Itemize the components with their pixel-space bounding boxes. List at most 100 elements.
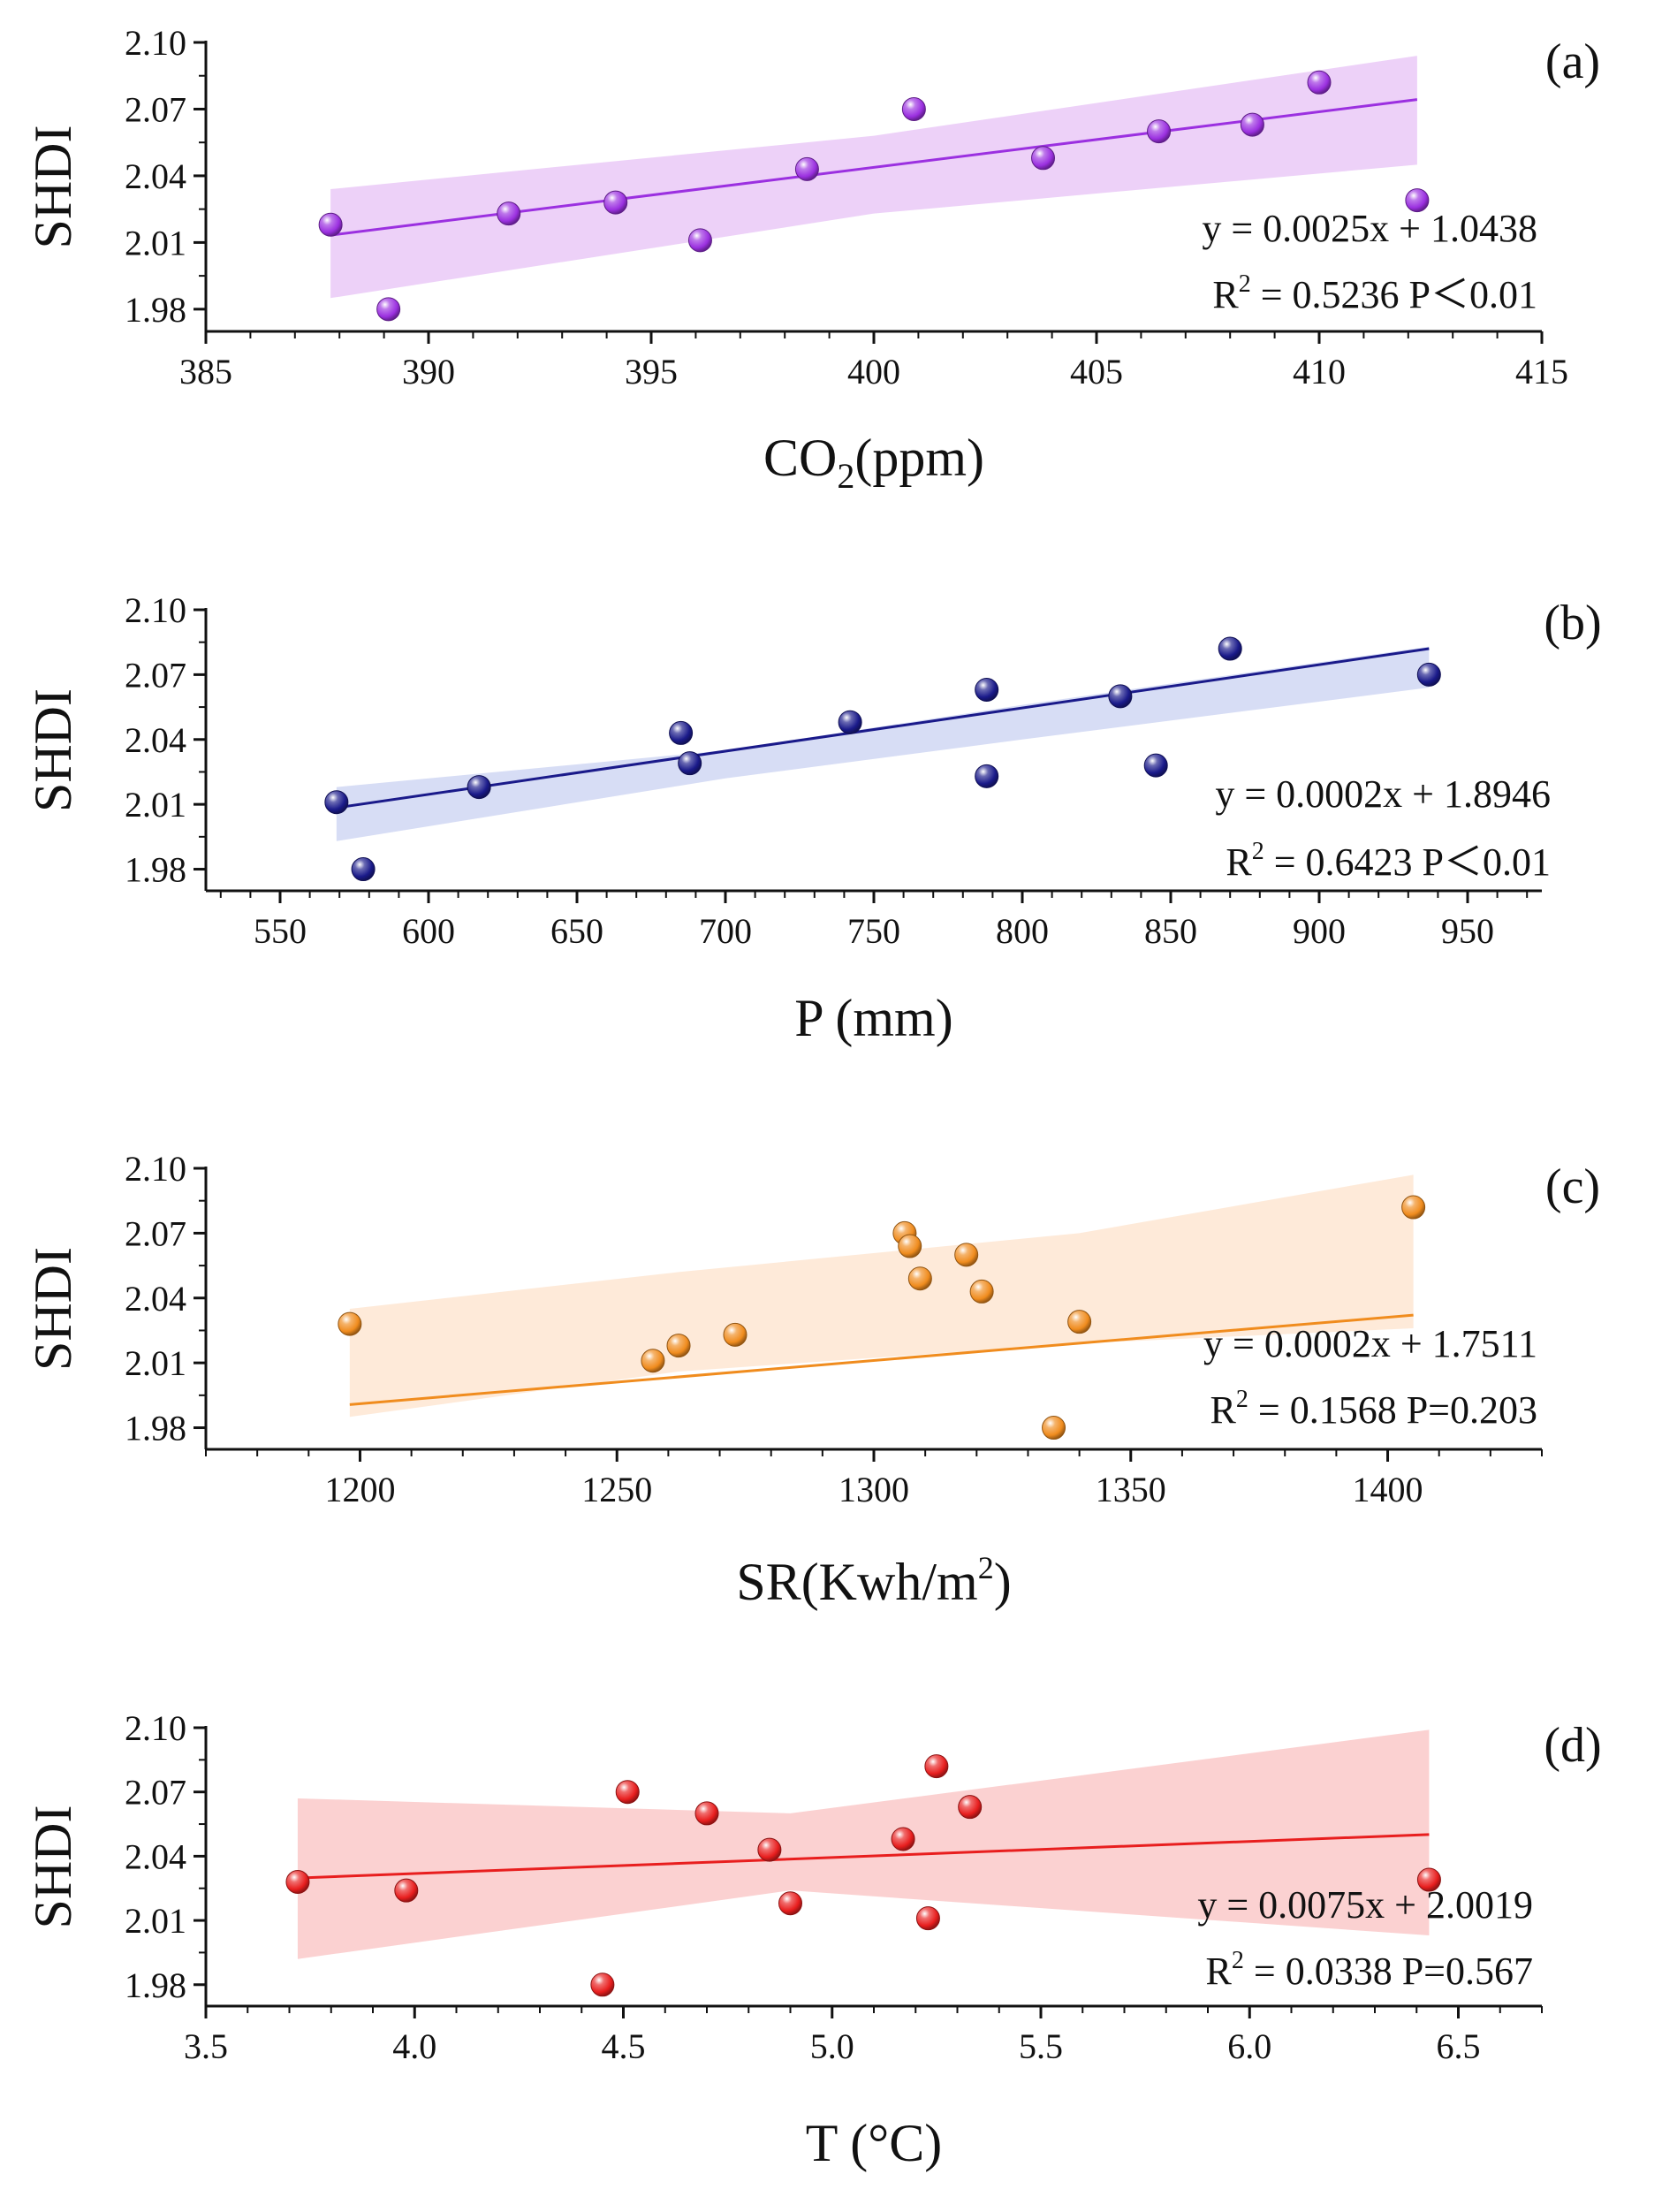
data-point [641, 1349, 665, 1373]
x-tick-label: 4.0 [392, 2026, 436, 2066]
fit-line [297, 1833, 1430, 1880]
y-axis-label: SHDI [24, 125, 82, 248]
data-point [324, 790, 349, 815]
x-tick-label: 400 [847, 352, 900, 391]
data-point [669, 720, 694, 745]
data-point [723, 1322, 748, 1347]
y-tick-label: 2.07 [125, 89, 186, 129]
data-point [678, 751, 702, 776]
data-point [907, 1266, 932, 1291]
data-point [901, 96, 926, 121]
data-point [394, 1878, 419, 1903]
data-point [318, 212, 343, 237]
y-tick-label: 2.07 [125, 1773, 186, 1813]
regression-equation: y = 0.0002x + 1.7511 [1203, 1322, 1537, 1365]
data-point [975, 678, 999, 703]
data-point [687, 228, 712, 253]
r-squared-text: R2 = 0.5236 P＜0.01 [1212, 270, 1537, 316]
data-point [969, 1279, 994, 1304]
x-tick-label: 3.5 [184, 2026, 228, 2066]
x-axis-label: T (°C) [806, 2114, 943, 2172]
data-point [1416, 662, 1441, 687]
x-tick-label: 385 [179, 352, 232, 391]
panel-label: (b) [1544, 596, 1601, 650]
y-tick-label: 2.10 [125, 590, 186, 630]
data-point [1307, 70, 1332, 95]
panel-b: 1.98 2.01 2.04 2.07 2.10 550 600 650 700 750 800 85… [24, 590, 1602, 1047]
data-point [1143, 753, 1168, 778]
x-tick-label: 6.0 [1227, 2026, 1271, 2066]
data-point [954, 1243, 979, 1267]
regression-equation: y = 0.0025x + 1.0438 [1202, 207, 1537, 250]
x-tick-label: 5.5 [1019, 2026, 1063, 2066]
confidence-band [297, 1729, 1430, 1959]
fit-line [349, 1313, 1414, 1406]
data-point [1405, 188, 1430, 213]
y-tick-label: 2.04 [125, 156, 186, 196]
x-axis-label: P (mm) [794, 989, 952, 1047]
y-tick-label: 2.01 [125, 1901, 186, 1941]
data-point [338, 1311, 362, 1336]
y-axis-label: SHDI [24, 1247, 82, 1371]
data-point [1416, 1867, 1441, 1892]
x-tick-label: 550 [254, 911, 307, 951]
r-squared-text: R2 = 0.1568 P=0.203 [1210, 1386, 1537, 1432]
y-tick-label: 1.98 [125, 290, 186, 330]
regression-equation: y = 0.0075x + 2.0019 [1197, 1883, 1533, 1927]
r-squared-text: R2 = 0.0338 P=0.567 [1206, 1947, 1533, 1993]
y-tick-label: 2.01 [125, 785, 186, 825]
data-point [376, 297, 401, 322]
y-tick-label: 2.10 [125, 23, 186, 63]
data-point [497, 201, 521, 226]
x-tick-label: 390 [402, 352, 455, 391]
data-point [1401, 1195, 1426, 1220]
x-tick-label: 900 [1293, 911, 1346, 951]
data-point [666, 1334, 691, 1358]
y-tick-label: 2.04 [125, 1279, 186, 1319]
data-point [975, 764, 999, 788]
r-squared-text: R2 = 0.6423 P＜0.01 [1226, 838, 1551, 884]
y-tick-label: 1.98 [125, 850, 186, 890]
x-tick-label: 650 [550, 911, 603, 951]
data-point [1067, 1310, 1092, 1334]
confidence-band [330, 56, 1417, 299]
y-tick-label: 2.01 [125, 223, 186, 262]
x-tick-label: 850 [1144, 911, 1197, 951]
x-tick-label: 600 [402, 911, 455, 951]
y-tick-label: 2.07 [125, 1213, 186, 1253]
y-tick-label: 1.98 [125, 1409, 186, 1448]
data-point [285, 1869, 310, 1894]
y-tick-label: 2.04 [125, 720, 186, 760]
fit-line [336, 647, 1430, 810]
y-tick-label: 2.10 [125, 1149, 186, 1189]
data-point [1031, 146, 1056, 171]
x-tick-label: 395 [625, 352, 678, 391]
y-tick-label: 2.07 [125, 655, 186, 695]
x-tick-label: 1300 [839, 1470, 909, 1509]
x-tick-label: 6.5 [1437, 2026, 1481, 2066]
data-point [351, 857, 376, 882]
x-tick-label: 700 [699, 911, 752, 951]
y-tick-label: 2.01 [125, 1343, 186, 1383]
data-point [757, 1837, 782, 1862]
panel-label: (c) [1545, 1159, 1600, 1214]
data-point [838, 710, 862, 734]
data-point [1042, 1416, 1066, 1440]
confidence-band [336, 646, 1430, 841]
panel-label: (a) [1545, 34, 1600, 89]
x-tick-label: 1200 [324, 1470, 395, 1509]
data-point [915, 1906, 940, 1931]
panel-c: 1.98 2.01 2.04 2.07 2.10 1200 1250 1300 1350 1400… [24, 1149, 1600, 1611]
y-axis-label: SHDI [24, 688, 82, 812]
data-point [1218, 636, 1242, 661]
panel-a: 1.98 2.01 2.04 2.07 2.10 385 390 395 400 405 410 41… [24, 23, 1600, 496]
y-tick-label: 1.98 [125, 1965, 186, 2005]
data-point [590, 1973, 615, 1997]
x-tick-label: 800 [996, 911, 1049, 951]
x-tick-label: 1350 [1096, 1470, 1166, 1509]
panel-label: (d) [1544, 1718, 1601, 1773]
x-tick-label: 415 [1515, 352, 1568, 391]
x-tick-label: 1250 [581, 1470, 652, 1509]
x-tick-label: 1400 [1353, 1470, 1423, 1509]
